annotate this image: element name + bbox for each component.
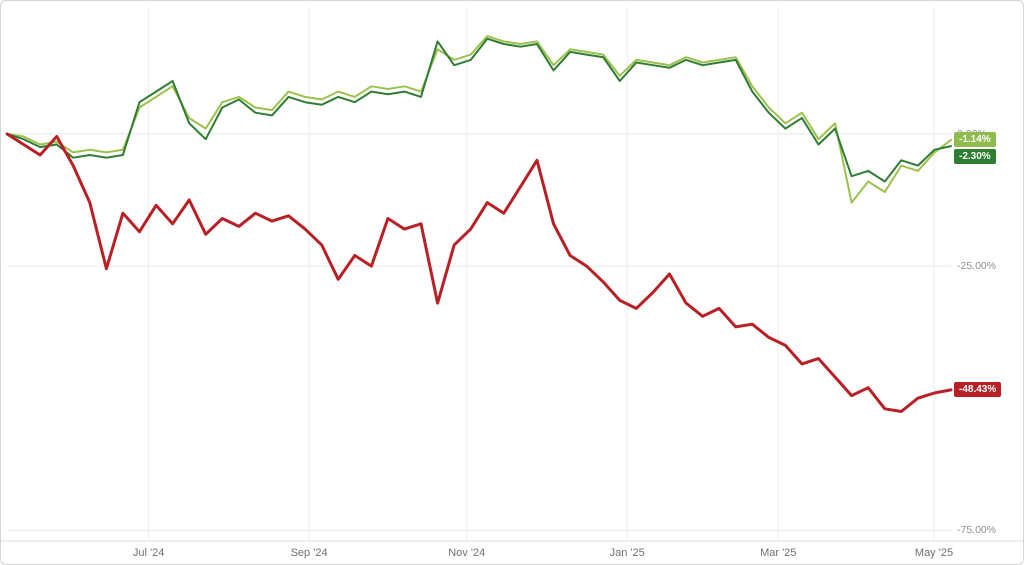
- y-tick-label: -75.00%: [957, 524, 997, 537]
- light-green-series-badge: -1.14%: [954, 132, 996, 148]
- y-tick-label: -25.00%: [957, 260, 997, 273]
- x-tick-label: Nov '24: [448, 547, 486, 559]
- x-tick-label: Jul '24: [132, 547, 165, 559]
- dark-green-series-badge: -2.30%: [954, 149, 996, 165]
- x-tick-label: Sep '24: [290, 547, 328, 559]
- red-series-badge: -48.43%: [954, 382, 1002, 398]
- light-green-series-line: [6, 35, 952, 204]
- x-tick-label: Mar '25: [760, 547, 797, 559]
- x-tick-label: May '25: [914, 547, 954, 559]
- red-series-line: [5, 132, 953, 413]
- x-tick-label: Jan '25: [609, 547, 645, 559]
- dark-green-series-line: [6, 37, 952, 183]
